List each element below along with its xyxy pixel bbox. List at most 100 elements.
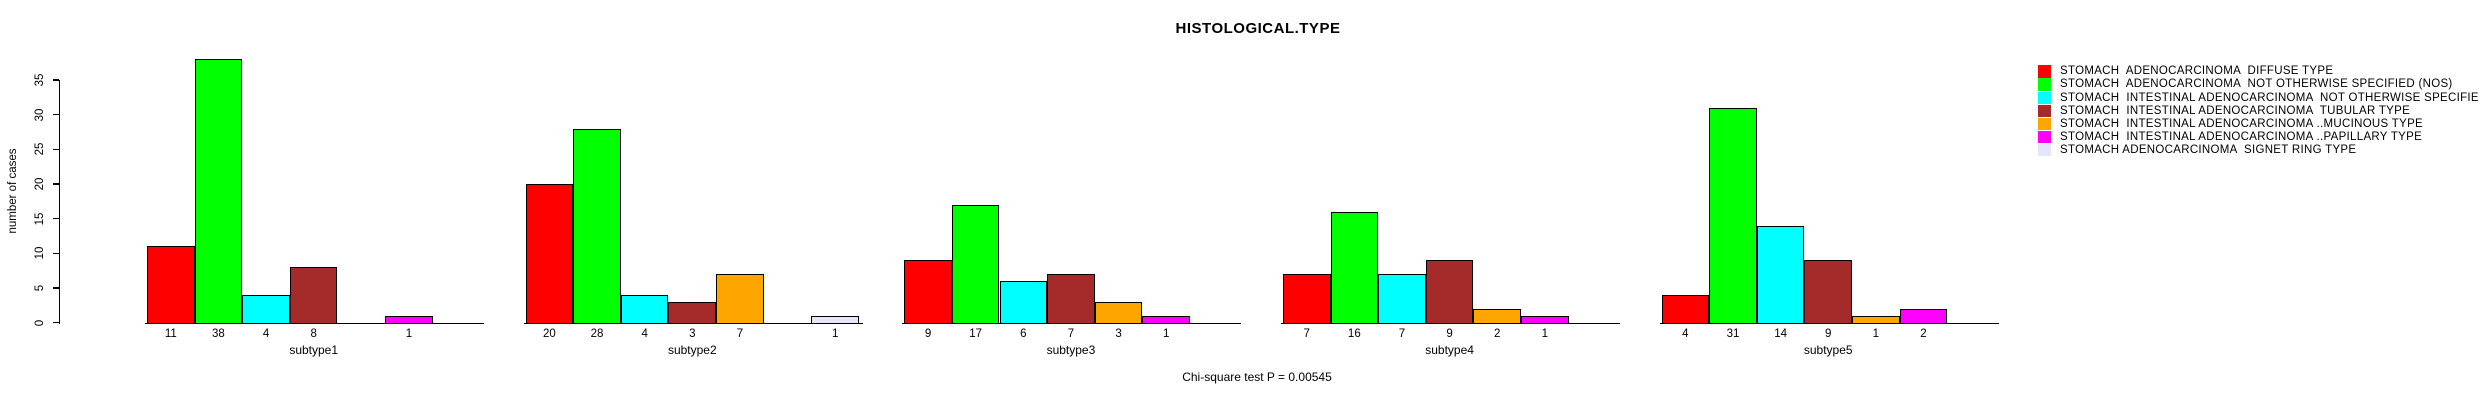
bar-value-label: 20 <box>543 327 556 340</box>
bar-panel: 20 28 4 3 7 1 subtype2 <box>523 0 871 400</box>
legend-label: STOMACH INTESTINAL ADENOCARCINOMA ..MUCI… <box>2060 117 2424 130</box>
legend-swatch <box>2038 104 2051 118</box>
bar-value-label: 16 <box>1347 327 1361 340</box>
bar <box>999 281 1048 324</box>
bar-value-label: 38 <box>212 327 225 340</box>
bar <box>525 184 574 324</box>
bar <box>1142 315 1190 324</box>
chart-title: HISTOLOGICAL.TYPE <box>1175 20 1341 37</box>
y-tick <box>52 114 59 116</box>
panel-label: subtype3 <box>1046 343 1096 357</box>
bar-panel: 11 38 4 8 1 subtype1 <box>145 0 492 400</box>
bar-value-label: 2 <box>1493 327 1501 340</box>
bar-value-label: 3 <box>1115 327 1122 340</box>
bar <box>573 128 621 324</box>
bar <box>147 246 195 324</box>
panel-label: subtype5 <box>1803 343 1853 357</box>
panel-label: subtype4 <box>1425 343 1474 357</box>
bar <box>904 260 952 324</box>
bar-value-label: 9 <box>1825 327 1832 340</box>
bar <box>1756 225 1805 324</box>
legend-swatch <box>2038 91 2051 104</box>
y-tick <box>52 218 59 220</box>
bar-value-label: 28 <box>590 327 604 340</box>
chi-square-note: Chi-square test P = 0.00545 <box>1182 370 1332 384</box>
bar-value-label: 14 <box>1774 327 1787 340</box>
y-tick <box>52 287 59 289</box>
bar-value-label: 3 <box>689 327 696 340</box>
y-tick-label: 35 <box>34 73 46 87</box>
y-tick-label: 0 <box>34 319 46 326</box>
legend-label: STOMACH ADENOCARCINOMA NOT OTHERWISE SPE… <box>2060 78 2453 91</box>
bar <box>1852 315 1900 324</box>
bar-panel: 9 17 6 7 3 1 subtype3 <box>902 0 1249 400</box>
bar-value-label: 4 <box>641 327 648 340</box>
bar <box>1521 315 1569 324</box>
bar-value-label: 7 <box>1067 327 1075 340</box>
bar <box>951 204 1000 324</box>
y-axis-line <box>58 80 60 324</box>
bar-value-label: 1 <box>1541 327 1548 340</box>
y-tick <box>52 79 59 81</box>
bar <box>1709 107 1757 324</box>
y-tick <box>52 322 59 324</box>
bar-value-label: 31 <box>1726 327 1740 340</box>
bar-value-label: 11 <box>164 327 177 340</box>
y-axis-label: number of cases <box>7 148 19 234</box>
bar-value-label: 1 <box>831 327 839 340</box>
bar <box>385 315 433 324</box>
bar <box>1330 211 1379 324</box>
bar <box>620 294 669 324</box>
legend-label: STOMACH INTESTINAL ADENOCARCINOMA NOT OT… <box>2060 91 2479 104</box>
y-tick-label: 5 <box>34 284 46 292</box>
bar-value-label: 17 <box>969 327 983 340</box>
legend-swatch <box>2038 65 2051 78</box>
bar-value-label: 7 <box>1303 327 1310 340</box>
y-tick-label: 10 <box>34 246 46 260</box>
bar-value-label: 1 <box>405 327 413 340</box>
bar <box>1047 274 1095 324</box>
bar-value-label: 1 <box>1162 327 1170 340</box>
legend-swatch <box>2038 130 2051 144</box>
bar <box>242 294 290 324</box>
bar-value-label: 9 <box>1446 327 1453 340</box>
panel-label: subtype1 <box>289 343 339 357</box>
y-tick-label: 15 <box>34 212 46 226</box>
bar <box>1473 308 1521 324</box>
bar-panel: 7 16 7 9 2 1 subtype4 <box>1280 0 1628 400</box>
y-tick-label: 25 <box>34 142 46 156</box>
y-tick <box>52 183 59 185</box>
legend-label: STOMACH INTESTINAL ADENOCARCINOMA ..PAPI… <box>2060 130 2423 143</box>
bar-value-label: 1 <box>1872 327 1880 340</box>
bar-value-label: 4 <box>262 327 270 340</box>
bar-value-label: 7 <box>1398 327 1406 340</box>
bar <box>289 267 338 324</box>
bar <box>1804 260 1853 324</box>
bar-value-label: 9 <box>924 327 932 340</box>
bar <box>1094 301 1143 324</box>
legend-label: STOMACH ADENOCARCINOMA SIGNET RING TYPE <box>2060 143 2357 156</box>
bar <box>1899 308 1948 324</box>
bar <box>194 59 243 324</box>
legend-label: STOMACH ADENOCARCINOMA DIFFUSE TYPE <box>2060 65 2334 78</box>
bar <box>716 274 764 324</box>
y-tick-label: 20 <box>34 177 46 191</box>
bar <box>668 301 717 324</box>
bar <box>1661 294 1710 324</box>
bar <box>1425 260 1474 324</box>
panel-label: subtype2 <box>667 343 717 357</box>
bar-value-label: 8 <box>310 327 317 340</box>
legend-swatch <box>2038 143 2051 157</box>
legend-swatch <box>2038 117 2051 131</box>
bar-value-label: 6 <box>1020 327 1027 340</box>
y-tick <box>52 148 59 151</box>
bar-value-label: 4 <box>1682 327 1689 340</box>
bar <box>1378 274 1426 324</box>
y-tick <box>52 252 59 255</box>
y-tick-label: 30 <box>34 108 46 122</box>
bar <box>1282 274 1331 324</box>
legend-swatch <box>2038 78 2051 91</box>
bar-value-label: 2 <box>1920 327 1927 340</box>
legend-label: STOMACH INTESTINAL ADENOCARCINOMA TUBULA… <box>2060 104 2411 117</box>
